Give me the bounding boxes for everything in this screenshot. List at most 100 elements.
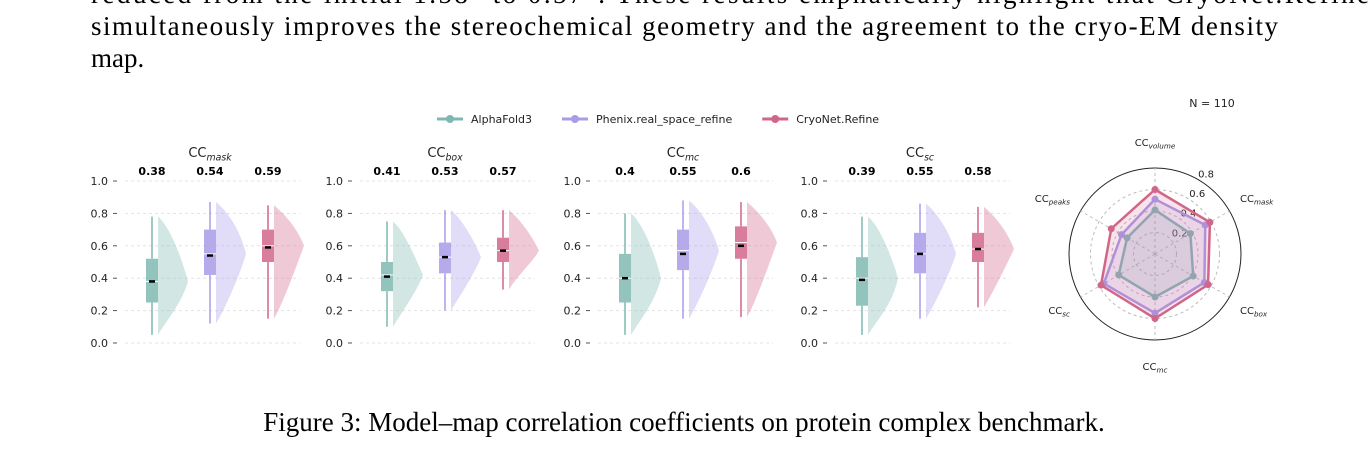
panel-title-base: CC bbox=[667, 146, 685, 161]
paragraph-line: reduced from the initial 1.58° to 0.57°.… bbox=[91, 0, 1369, 9]
radar-spoke bbox=[1080, 210, 1156, 255]
radar-note: N = 110 bbox=[1189, 97, 1234, 110]
box bbox=[972, 232, 984, 262]
y-tick-label: 0.8 bbox=[326, 207, 344, 220]
violin bbox=[393, 221, 423, 327]
y-tick-label: 0.0 bbox=[326, 337, 344, 350]
radar-axis-label-base: CC bbox=[1240, 194, 1254, 205]
legend-marker bbox=[771, 115, 780, 123]
y-tick-label: 0.2 bbox=[91, 305, 109, 318]
y-tick-label: 0.8 bbox=[564, 207, 582, 220]
legend-marker bbox=[570, 115, 579, 123]
y-tick-label: 0.2 bbox=[326, 305, 344, 318]
y-tick-label: 0.8 bbox=[91, 207, 109, 220]
radar-tick-label: 0.8 bbox=[1198, 169, 1214, 180]
mean-label: 0.57 bbox=[489, 165, 516, 178]
violin bbox=[274, 205, 304, 319]
mean-label: 0.4 bbox=[615, 165, 635, 178]
radar-axis-label-sub: peaks bbox=[1048, 198, 1071, 207]
violin bbox=[926, 203, 956, 319]
mean-label: 0.59 bbox=[254, 165, 281, 178]
y-tick-label: 0.6 bbox=[801, 240, 819, 253]
radar-point bbox=[1117, 231, 1125, 239]
violin bbox=[509, 210, 539, 290]
y-tick-label: 0.6 bbox=[91, 240, 109, 253]
radar-point bbox=[1097, 281, 1105, 289]
mean-label: 0.38 bbox=[138, 165, 165, 178]
violin bbox=[158, 216, 188, 335]
panel-title-base: CC bbox=[906, 146, 924, 161]
radar-axis-label-sub: box bbox=[1254, 310, 1268, 319]
y-tick-label: 1.0 bbox=[91, 175, 109, 188]
mean-label: 0.55 bbox=[669, 165, 696, 178]
radar-axis-label: CCpeaks bbox=[1035, 194, 1071, 207]
y-tick-label: 0.2 bbox=[801, 305, 819, 318]
panel-title: CCsc bbox=[906, 146, 935, 163]
radar-point bbox=[1204, 281, 1212, 289]
panel-title-sub: box bbox=[445, 152, 463, 163]
legend-label: Phenix.real_space_refine bbox=[596, 113, 732, 126]
y-tick-label: 0.0 bbox=[564, 337, 582, 350]
violin bbox=[984, 206, 1014, 308]
radar-point bbox=[1151, 309, 1159, 317]
radar-axis-label: CCvolume bbox=[1135, 138, 1176, 151]
y-tick-label: 0.4 bbox=[91, 272, 109, 285]
radar-axis-label-sub: mask bbox=[1254, 198, 1274, 207]
radar-axis-label: CCmc bbox=[1143, 362, 1168, 375]
radar-point bbox=[1189, 272, 1197, 280]
panel-title-sub: mask bbox=[207, 152, 233, 163]
box bbox=[677, 229, 689, 271]
radar-axis-label-sub: volume bbox=[1149, 142, 1176, 151]
y-tick-label: 1.0 bbox=[801, 175, 819, 188]
paragraph-line: map. bbox=[91, 43, 144, 73]
radar-point bbox=[1151, 293, 1159, 301]
radar-axis-label-sub: mc bbox=[1157, 366, 1168, 375]
mean-label: 0.53 bbox=[431, 165, 458, 178]
panel-title: CCmc bbox=[667, 146, 700, 163]
panel-title-sub: sc bbox=[924, 152, 935, 163]
radar-axis-label: CCsc bbox=[1048, 306, 1070, 319]
radar-point bbox=[1151, 206, 1159, 214]
violin bbox=[868, 216, 898, 335]
y-tick-label: 0.4 bbox=[326, 272, 344, 285]
mean-label: 0.41 bbox=[373, 165, 400, 178]
y-tick-label: 0.0 bbox=[91, 337, 109, 350]
legend-label: CryoNet.Refine bbox=[796, 113, 879, 126]
radar-point bbox=[1123, 234, 1131, 242]
violin bbox=[747, 202, 777, 318]
radar-axis-label-sub: sc bbox=[1062, 310, 1070, 319]
caption: Figure 3: Model–map correlation coeffici… bbox=[263, 407, 1105, 437]
y-tick-label: 0.4 bbox=[801, 272, 819, 285]
panel-title-base: CC bbox=[427, 146, 445, 161]
radar-axis-label-base: CC bbox=[1143, 362, 1157, 373]
panel-title-sub: mc bbox=[685, 152, 700, 163]
radar-grid bbox=[1090, 189, 1220, 319]
radar-axis-label-base: CC bbox=[1048, 306, 1062, 317]
panel-title: CCmask bbox=[188, 146, 232, 163]
violin bbox=[689, 200, 719, 319]
radar-point bbox=[1151, 186, 1159, 193]
mean-label: 0.54 bbox=[196, 165, 223, 178]
y-tick-label: 0.8 bbox=[801, 207, 819, 220]
radar-tick-label: 0.4 bbox=[1181, 209, 1197, 220]
radar-point bbox=[1151, 315, 1159, 322]
y-tick-label: 0.4 bbox=[564, 272, 582, 285]
box bbox=[856, 257, 868, 306]
radar-axis-label-base: CC bbox=[1240, 306, 1254, 317]
radar-axis-label: CCbox bbox=[1240, 306, 1268, 319]
paragraph-line: simultaneously improves the stereochemic… bbox=[91, 11, 1278, 41]
radar-point bbox=[1107, 225, 1115, 233]
radar-axis-label: CCmask bbox=[1240, 194, 1274, 207]
panel-title-base: CC bbox=[188, 146, 206, 161]
radar-point bbox=[1115, 271, 1123, 279]
box bbox=[204, 229, 216, 275]
violin bbox=[216, 202, 246, 324]
radar-axis-label-base: CC bbox=[1135, 138, 1149, 149]
violin bbox=[631, 213, 661, 335]
panel-title: CCbox bbox=[427, 146, 463, 163]
y-tick-label: 1.0 bbox=[326, 175, 344, 188]
radar-tick-label: 0.6 bbox=[1189, 189, 1205, 200]
y-tick-label: 0.6 bbox=[564, 240, 582, 253]
y-tick-label: 1.0 bbox=[564, 175, 582, 188]
